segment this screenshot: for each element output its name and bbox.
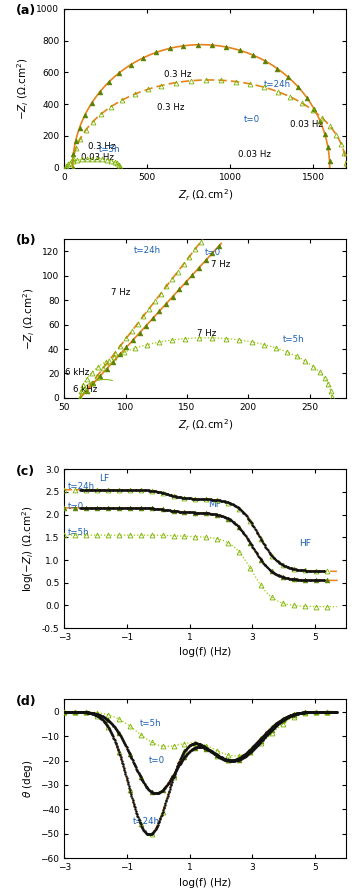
Text: t=5h: t=5h	[99, 145, 121, 154]
Text: (a): (a)	[16, 4, 36, 17]
X-axis label: $Z_r$ ($\Omega$.cm$^2$): $Z_r$ ($\Omega$.cm$^2$)	[178, 187, 233, 203]
Text: 0.3 Hz: 0.3 Hz	[164, 71, 191, 80]
Y-axis label: log($-Z_i$) ($\Omega$.cm$^2$): log($-Z_i$) ($\Omega$.cm$^2$)	[20, 505, 36, 592]
Text: 0.3 Hz: 0.3 Hz	[88, 142, 116, 151]
Text: 0.03 Hz: 0.03 Hz	[81, 153, 114, 162]
Y-axis label: $-Z_i$ ($\Omega$.cm$^2$): $-Z_i$ ($\Omega$.cm$^2$)	[15, 57, 31, 120]
Text: MF: MF	[208, 500, 221, 509]
Text: 0.3 Hz: 0.3 Hz	[157, 103, 185, 112]
X-axis label: log(f) (Hz): log(f) (Hz)	[179, 878, 231, 888]
Text: 6 kHz: 6 kHz	[73, 384, 97, 393]
Text: t=24h: t=24h	[67, 482, 95, 492]
Y-axis label: $-Z_i$ ($\Omega$.cm$^2$): $-Z_i$ ($\Omega$.cm$^2$)	[21, 287, 37, 350]
X-axis label: $Z_r$ ($\Omega$.cm$^2$): $Z_r$ ($\Omega$.cm$^2$)	[178, 417, 233, 433]
Text: (b): (b)	[16, 234, 37, 248]
Text: 7 Hz: 7 Hz	[111, 288, 130, 298]
Text: t=0: t=0	[205, 248, 221, 257]
Text: t=5h: t=5h	[140, 720, 161, 729]
Y-axis label: $\theta$ (deg): $\theta$ (deg)	[21, 760, 35, 798]
Text: (c): (c)	[16, 465, 35, 477]
Text: 6 kHz: 6 kHz	[65, 367, 90, 376]
Text: 0.03 Hz: 0.03 Hz	[290, 120, 323, 130]
Text: t=24h: t=24h	[263, 80, 291, 89]
Text: t=5h: t=5h	[67, 528, 89, 537]
Text: 0.03 Hz: 0.03 Hz	[238, 150, 271, 159]
Text: t=5h: t=5h	[282, 334, 304, 343]
Text: LF: LF	[99, 474, 109, 483]
Text: t=24h: t=24h	[133, 817, 160, 826]
X-axis label: log(f) (Hz): log(f) (Hz)	[179, 647, 231, 657]
Text: (d): (d)	[16, 695, 37, 708]
Text: t=0: t=0	[67, 502, 84, 510]
Text: t=24h: t=24h	[134, 246, 161, 255]
Text: t=0: t=0	[149, 756, 165, 765]
Text: 7 Hz: 7 Hz	[197, 329, 216, 338]
Text: 7 Hz: 7 Hz	[211, 260, 231, 269]
Text: HF: HF	[299, 539, 311, 548]
Text: t=0: t=0	[243, 115, 260, 124]
